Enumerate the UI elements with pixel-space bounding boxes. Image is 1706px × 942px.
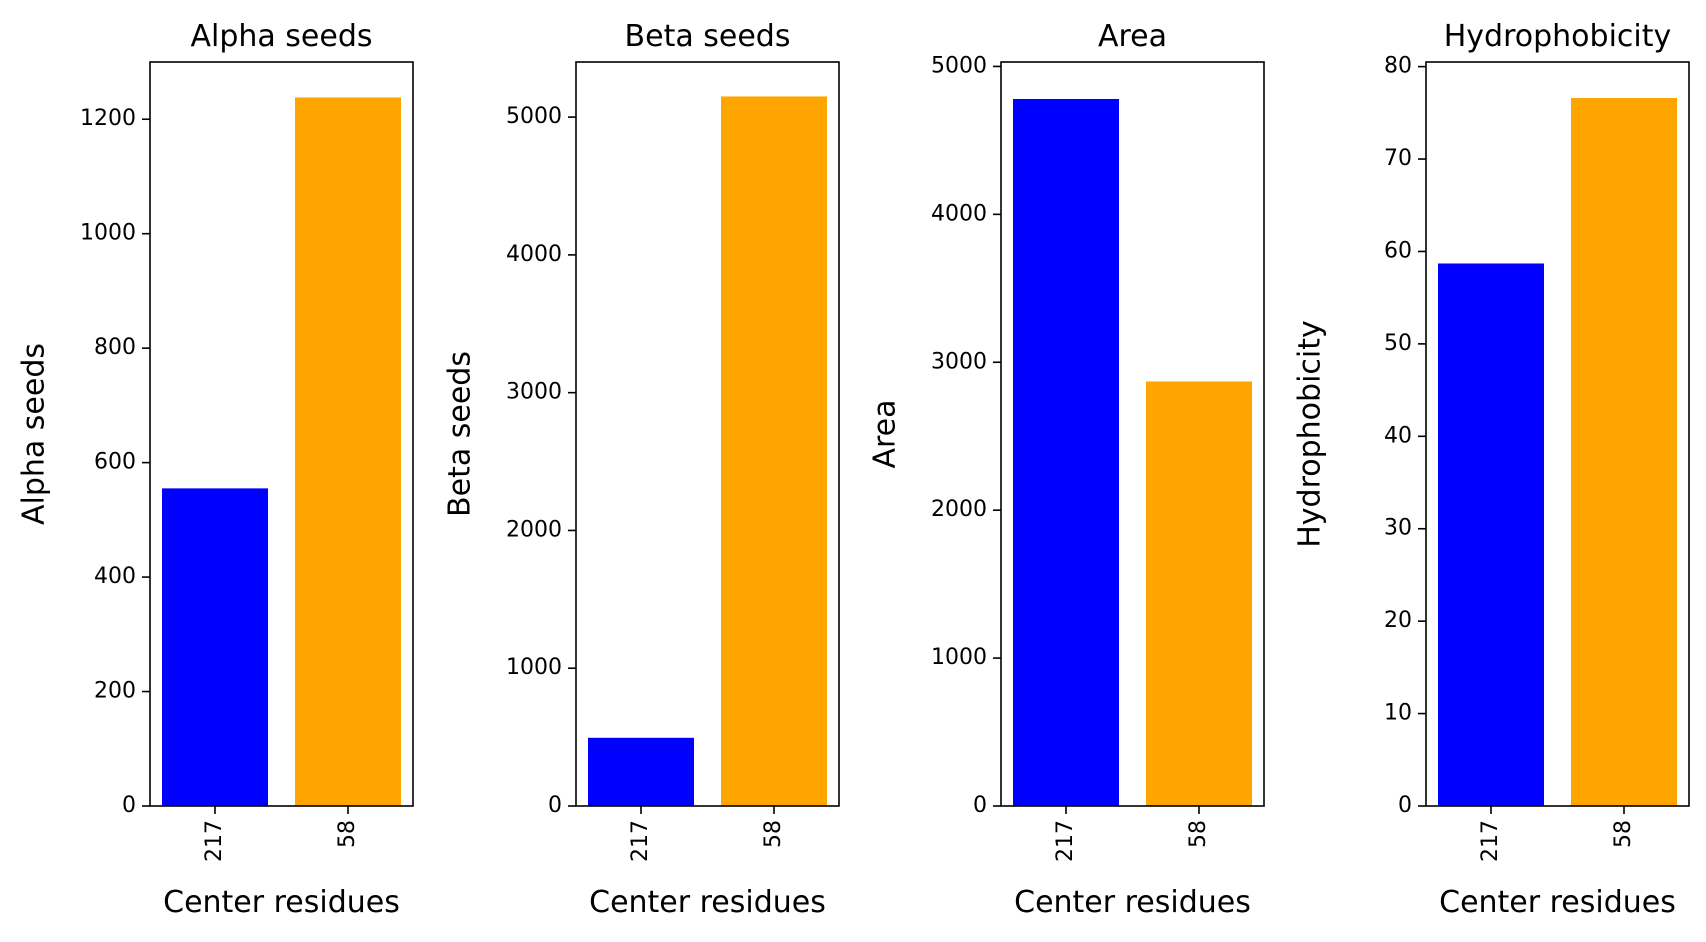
x-tick-label: 217 [1053,820,1078,862]
chart-panel-3: 0 1000 2000 3000 4000 5000 217 58 Area Center res… [868,19,1265,920]
plot-frame [575,61,840,807]
chart-panel-4: 0 10 20 30 40 50 60 70 80 217 58 Hydrophobicity Cent… [1293,19,1690,920]
chart-title: Beta seeds [625,19,791,54]
x-axis-label: Center residues [163,885,400,920]
y-tick-label: 1000 [506,655,562,680]
y-tick-label: 800 [94,335,136,360]
y-tick-label: 1000 [80,221,136,246]
y-tick-label: 2000 [506,517,562,542]
x-tick-label: 58 [1611,820,1636,848]
x-axis-label: Center residues [1014,885,1251,920]
x-axis-label: Center residues [589,885,826,920]
y-tick-label: 80 [1384,54,1412,79]
y-tick-label: 4000 [931,201,987,226]
x-axis-label: Center residues [1439,885,1676,920]
y-tick-label: 0 [548,793,562,818]
y-tick-label: 0 [973,793,987,818]
x-tick-label: 58 [335,820,360,848]
x-tick-label: 217 [202,820,227,862]
x-tick-label: 217 [1478,820,1503,862]
y-tick-label: 70 [1384,146,1412,171]
y-tick-label: 200 [94,679,136,704]
y-tick-label: 5000 [931,53,987,78]
y-tick-label: 3000 [506,380,562,405]
y-tick-label: 4000 [506,242,562,267]
y-axis-label: Alpha seeds [17,343,52,525]
y-tick-label: 2000 [931,497,987,522]
bar-217 [588,737,694,806]
y-tick-label: 1200 [80,106,136,131]
bar-58 [295,97,401,806]
y-tick-label: 600 [94,450,136,475]
y-tick-label: 3000 [931,349,987,374]
bar-217 [1438,263,1544,807]
y-axis-label: Beta seeds [443,351,478,517]
x-tick-label: 58 [761,820,786,848]
y-tick-label: 40 [1384,423,1412,448]
y-tick-label: 30 [1384,516,1412,541]
chart-title: Alpha seeds [190,19,372,54]
y-tick-label: 1000 [931,645,987,670]
y-axis-label: Area [868,399,903,468]
y-tick-label: 0 [1398,793,1412,818]
x-tick-label: 58 [1186,820,1211,848]
y-tick-label: 0 [122,793,136,818]
y-tick-label: 5000 [506,104,562,129]
y-tick-label: 400 [94,564,136,589]
chart-title: Hydrophobicity [1444,19,1672,54]
chart-panel-1: 0 200 400 600 800 1000 1200 217 58 Alpha seeds Cen… [17,19,414,920]
bar-58 [721,96,827,806]
y-tick-label: 50 [1384,331,1412,356]
y-tick-label: 20 [1384,608,1412,633]
y-axis-label: Hydrophobicity [1293,320,1328,548]
y-tick-label: 60 [1384,238,1412,263]
plot-frame [149,61,414,807]
plot-frame [1425,61,1690,807]
bar-58 [1146,381,1252,806]
bar-217 [162,488,268,806]
x-tick-label: 217 [628,820,653,862]
chart-panel-2: 0 1000 2000 3000 4000 5000 217 58 Beta seeds Cent… [443,19,840,920]
y-tick-label: 10 [1384,701,1412,726]
plot-frame [1000,61,1265,807]
bar-58 [1571,98,1677,806]
chart-title: Area [1098,19,1167,54]
bar-217 [1013,98,1119,806]
